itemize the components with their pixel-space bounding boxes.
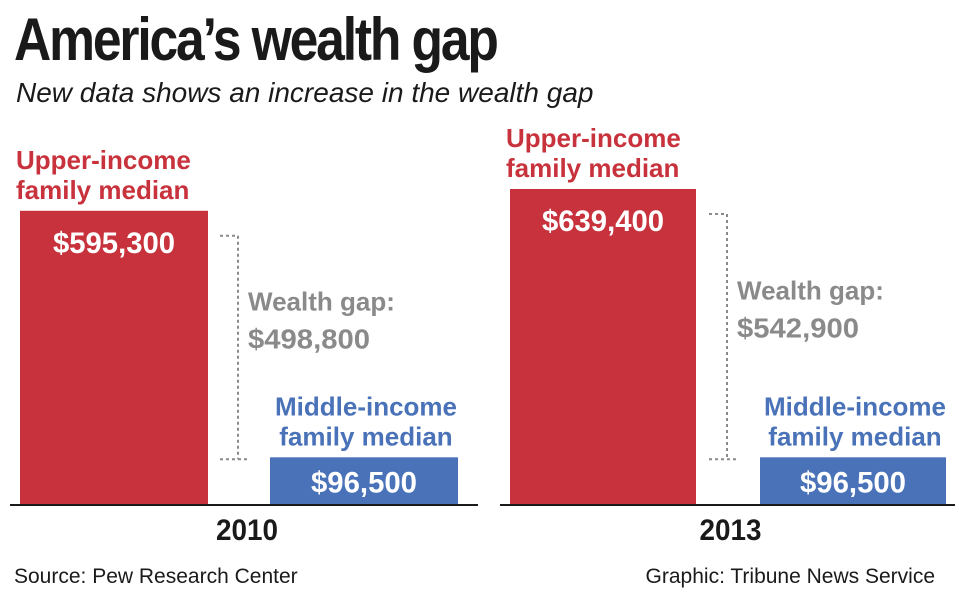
middle-income-label-2010: family median (279, 421, 452, 451)
middle-income-value-2013: $96,500 (800, 466, 906, 499)
wealth-gap-value-2013: $542,900 (737, 313, 859, 344)
wealth-gap-label-2013: Wealth gap: (737, 276, 884, 306)
upper-income-label-2010: Upper-income (16, 145, 191, 175)
middle-income-value-2010: $96,500 (311, 466, 417, 499)
upper-income-value-2010: $595,300 (53, 227, 175, 260)
upper-income-label-2013: family median (506, 153, 679, 183)
chart-title: America’s wealth gap (14, 6, 499, 73)
upper-income-label-2013: Upper-income (506, 123, 681, 153)
upper-income-bar-2010 (20, 210, 208, 506)
upper-income-bar-2013 (510, 189, 696, 505)
middle-income-label-2013: Middle-income (764, 391, 946, 421)
source-note: Source: Pew Research Center (14, 565, 298, 588)
upper-income-value-2013: $639,400 (542, 205, 664, 238)
wealth-gap-label-2010: Wealth gap: (248, 287, 395, 317)
chart-subtitle: New data shows an increase in the wealth… (16, 77, 594, 108)
wealth-gap-value-2010: $498,800 (248, 324, 370, 355)
middle-income-bar-2010 (270, 457, 458, 505)
year-label-2010: 2010 (216, 514, 278, 547)
year-label-2013: 2013 (700, 514, 762, 547)
middle-income-label-2010: Middle-income (275, 391, 457, 421)
middle-income-bar-2013 (760, 457, 946, 505)
credit-note: Graphic: Tribune News Service (645, 565, 935, 588)
upper-income-label-2010: family median (16, 175, 189, 205)
middle-income-label-2013: family median (768, 421, 941, 451)
